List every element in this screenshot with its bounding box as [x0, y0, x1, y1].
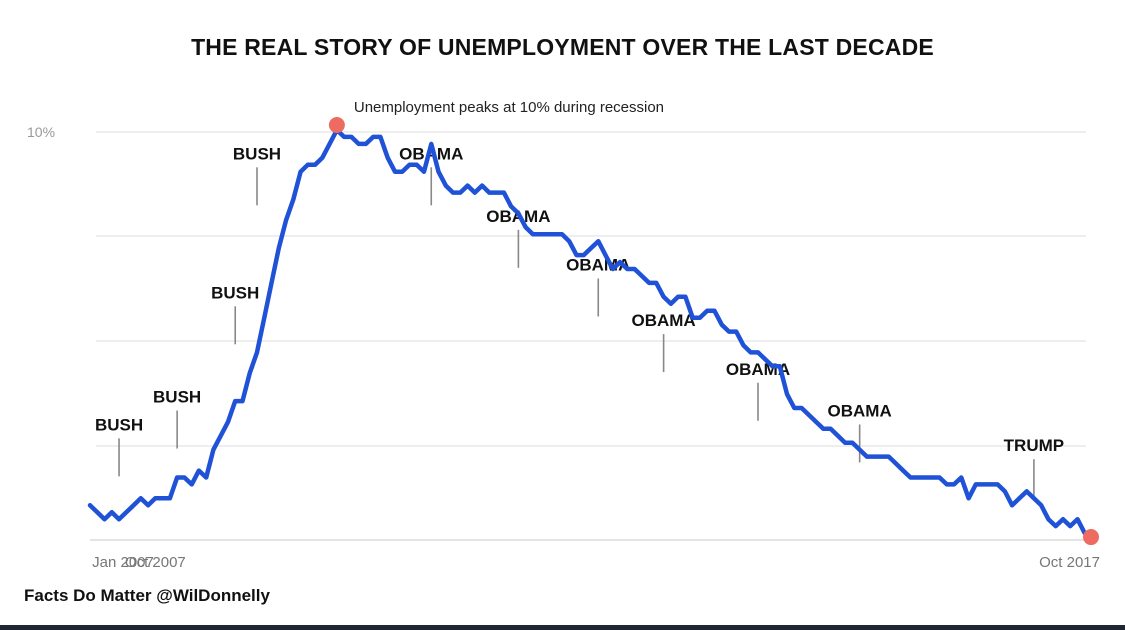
highlight-markers: Unemployment peaks at 10% during recessi…: [328, 99, 1099, 546]
credit-line: Facts Do Matter @WilDonnelly: [24, 586, 270, 605]
annotation-label: BUSH: [153, 388, 201, 407]
annotation-label: TRUMP: [1004, 436, 1064, 455]
y-tick-label: 10%: [27, 124, 55, 140]
annotation-label: BUSH: [95, 415, 143, 434]
x-tick-label: Jan 2007: [92, 554, 154, 571]
x-tick-label: Oct 2017: [1039, 554, 1100, 571]
latest-marker: [1083, 529, 1099, 546]
bottom-bar: [0, 625, 1125, 630]
chart-title: THE REAL STORY OF UNEMPLOYMENT OVER THE …: [191, 34, 934, 60]
annotation-label: OBAMA: [631, 311, 695, 330]
annotation-label: BUSH: [211, 283, 259, 302]
peak-marker: [328, 117, 345, 133]
peak-annotation-label: Unemployment peaks at 10% during recessi…: [354, 99, 664, 116]
annotation-label: BUSH: [233, 144, 281, 163]
annotation-label: OBAMA: [399, 144, 463, 163]
annotation-label: OBAMA: [828, 401, 892, 420]
unemployment-series-line: [87, 127, 1095, 543]
x-tick-label: Oct 2007: [125, 554, 186, 571]
